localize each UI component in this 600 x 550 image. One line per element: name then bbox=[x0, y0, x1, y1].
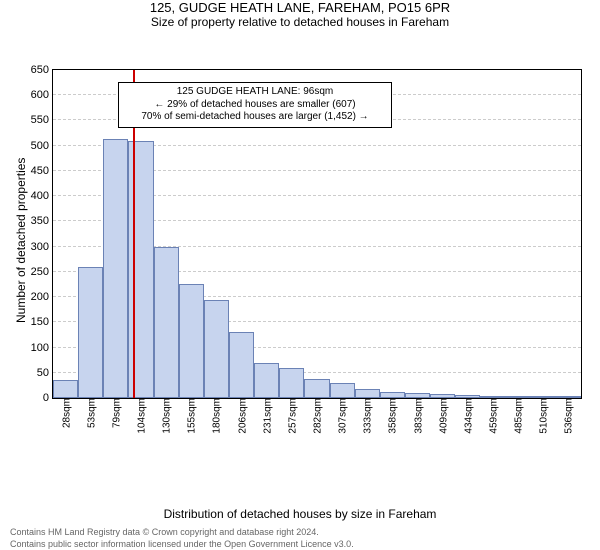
y-tick-label: 250 bbox=[31, 266, 53, 278]
x-tick-label: 307sqm bbox=[336, 398, 349, 434]
histogram-bar bbox=[355, 389, 380, 398]
y-tick-label: 200 bbox=[31, 291, 53, 303]
x-tick-label: 53sqm bbox=[84, 398, 97, 428]
x-tick-label: 231sqm bbox=[260, 398, 273, 434]
x-tick-label: 104sqm bbox=[135, 398, 148, 434]
x-tick-label: 155sqm bbox=[185, 398, 198, 434]
x-tick-label: 510sqm bbox=[537, 398, 550, 434]
y-tick-label: 600 bbox=[31, 89, 53, 101]
x-tick-label: 206sqm bbox=[235, 398, 248, 434]
annotation-line-3: 70% of semi-detached houses are larger (… bbox=[125, 111, 385, 124]
x-tick-label: 282sqm bbox=[311, 398, 324, 434]
histogram-bar bbox=[330, 383, 355, 398]
x-tick-label: 536sqm bbox=[562, 398, 575, 434]
footer-line-1: Contains HM Land Registry data © Crown c… bbox=[10, 527, 590, 539]
y-axis-label: Number of detached properties bbox=[14, 158, 28, 323]
chart-area: 125 GUDGE HEATH LANE: 96sqm ← 29% of det… bbox=[0, 29, 600, 457]
x-tick-label: 257sqm bbox=[285, 398, 298, 434]
y-tick-label: 550 bbox=[31, 114, 53, 126]
histogram-bar bbox=[229, 332, 254, 398]
x-axis-label: Distribution of detached houses by size … bbox=[0, 507, 600, 521]
y-tick-label: 0 bbox=[43, 392, 53, 404]
histogram-bar bbox=[204, 300, 229, 398]
histogram-bar bbox=[304, 379, 329, 398]
x-tick-label: 358sqm bbox=[386, 398, 399, 434]
chart-title: 125, GUDGE HEATH LANE, FAREHAM, PO15 6PR bbox=[0, 0, 600, 15]
footer: Contains HM Land Registry data © Crown c… bbox=[0, 521, 600, 550]
histogram-bar bbox=[254, 363, 279, 398]
y-tick-label: 50 bbox=[37, 367, 53, 379]
x-tick-label: 79sqm bbox=[109, 398, 122, 428]
footer-line-2: Contains public sector information licen… bbox=[10, 539, 590, 550]
y-tick-label: 450 bbox=[31, 165, 53, 177]
annotation-box: 125 GUDGE HEATH LANE: 96sqm ← 29% of det… bbox=[118, 82, 392, 128]
histogram-bar bbox=[179, 284, 204, 398]
y-tick-label: 400 bbox=[31, 190, 53, 202]
histogram-bar bbox=[78, 267, 103, 398]
y-tick-label: 650 bbox=[31, 64, 53, 76]
x-tick-label: 130sqm bbox=[160, 398, 173, 434]
annotation-line-1: 125 GUDGE HEATH LANE: 96sqm bbox=[125, 86, 385, 99]
y-tick-label: 100 bbox=[31, 342, 53, 354]
x-tick-label: 485sqm bbox=[512, 398, 525, 434]
y-tick-label: 350 bbox=[31, 215, 53, 227]
histogram-bar bbox=[53, 380, 78, 398]
plot-area: 125 GUDGE HEATH LANE: 96sqm ← 29% of det… bbox=[52, 69, 582, 399]
x-tick-label: 459sqm bbox=[487, 398, 500, 434]
y-tick-label: 300 bbox=[31, 241, 53, 253]
x-tick-label: 333sqm bbox=[361, 398, 374, 434]
chart-subtitle: Size of property relative to detached ho… bbox=[0, 15, 600, 29]
x-tick-label: 409sqm bbox=[436, 398, 449, 434]
y-tick-label: 150 bbox=[31, 316, 53, 328]
y-tick-label: 500 bbox=[31, 140, 53, 152]
x-tick-label: 434sqm bbox=[461, 398, 474, 434]
histogram-bar bbox=[103, 139, 128, 398]
x-tick-label: 28sqm bbox=[59, 398, 72, 428]
annotation-line-2: ← 29% of detached houses are smaller (60… bbox=[125, 99, 385, 112]
x-tick-label: 180sqm bbox=[210, 398, 223, 434]
histogram-bar bbox=[154, 247, 179, 398]
x-tick-label: 383sqm bbox=[411, 398, 424, 434]
histogram-bar bbox=[279, 368, 304, 398]
